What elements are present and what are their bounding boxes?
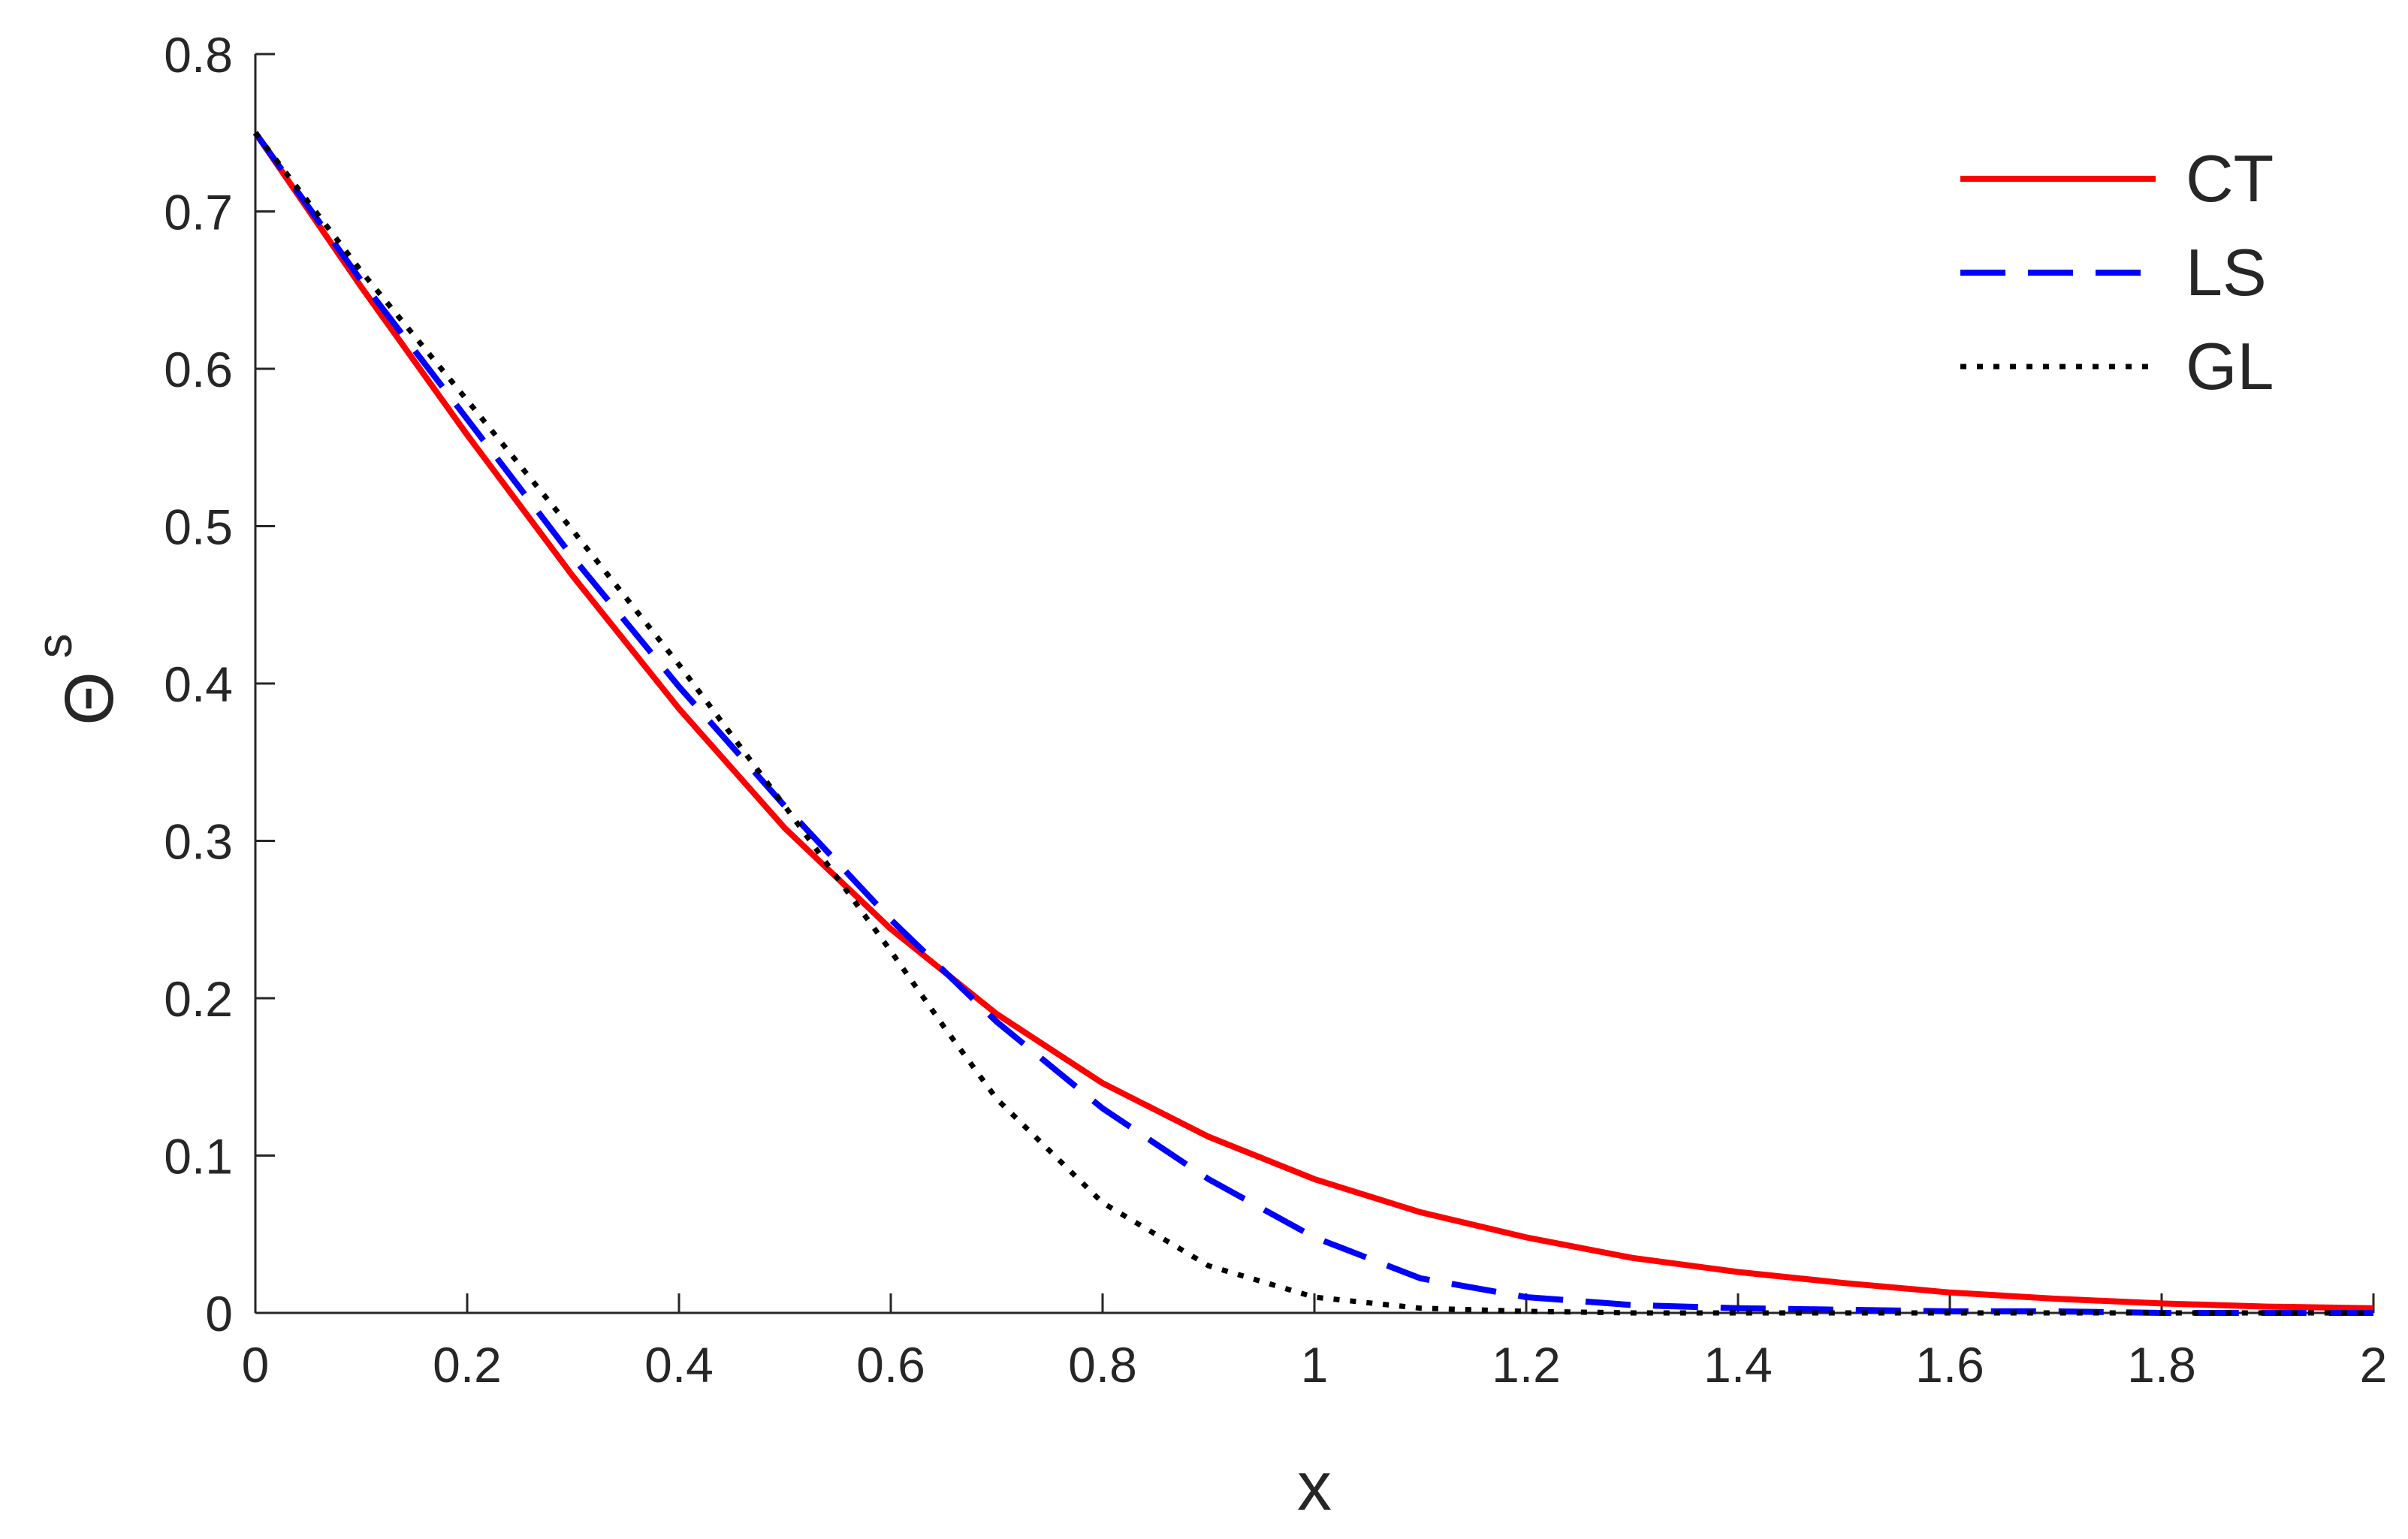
x-tick-label: 0.2 <box>433 1337 502 1393</box>
axes: 0 0.2 0.4 0.6 0.8 1 1.2 1.4 1.6 1.8 2 0 0.1 0.2 0.3 0.4… <box>164 27 2387 1393</box>
y-axis-label-superscript: s <box>26 634 82 659</box>
series-line-ls <box>252 131 2373 1316</box>
x-tick-label: 2 <box>2360 1337 2388 1393</box>
legend: CT LS GL <box>1960 141 2274 403</box>
y-tick-label: 0.3 <box>164 814 233 870</box>
x-tick-label: 1.6 <box>1915 1337 1984 1393</box>
x-axis-label: x <box>1297 1448 1332 1525</box>
x-tick-label: 1.8 <box>2127 1337 2196 1393</box>
legend-label-gl: GL <box>2186 329 2274 403</box>
series-line-ct <box>252 131 2374 1311</box>
x-tick-label: 0.4 <box>644 1337 714 1393</box>
y-axis-label: Θ s <box>26 634 128 726</box>
x-tick-label: 0.8 <box>1068 1337 1137 1393</box>
y-tick-label: 0.1 <box>164 1129 233 1184</box>
x-tick-label: 0.6 <box>856 1337 925 1393</box>
y-tick-label: 0.6 <box>164 342 233 397</box>
legend-label-ls: LS <box>2186 235 2267 309</box>
y-tick-label: 0.7 <box>164 185 233 240</box>
series-group <box>252 131 2374 1316</box>
y-tick-label: 0.8 <box>164 27 233 83</box>
x-tick-label: 1.4 <box>1703 1337 1773 1393</box>
y-tick-label: 0 <box>205 1286 233 1341</box>
x-tick-label: 0 <box>242 1337 270 1393</box>
y-tick-label: 0.2 <box>164 971 233 1027</box>
series-line-gl <box>253 131 2373 1316</box>
y-tick-label: 0.5 <box>164 499 233 555</box>
y-axis-label-main: Θ <box>51 671 128 726</box>
x-tick-label: 1 <box>1301 1337 1329 1393</box>
legend-label-ct: CT <box>2186 141 2274 216</box>
y-tick-label: 0.4 <box>164 656 233 712</box>
x-tick-label: 1.2 <box>1492 1337 1561 1393</box>
